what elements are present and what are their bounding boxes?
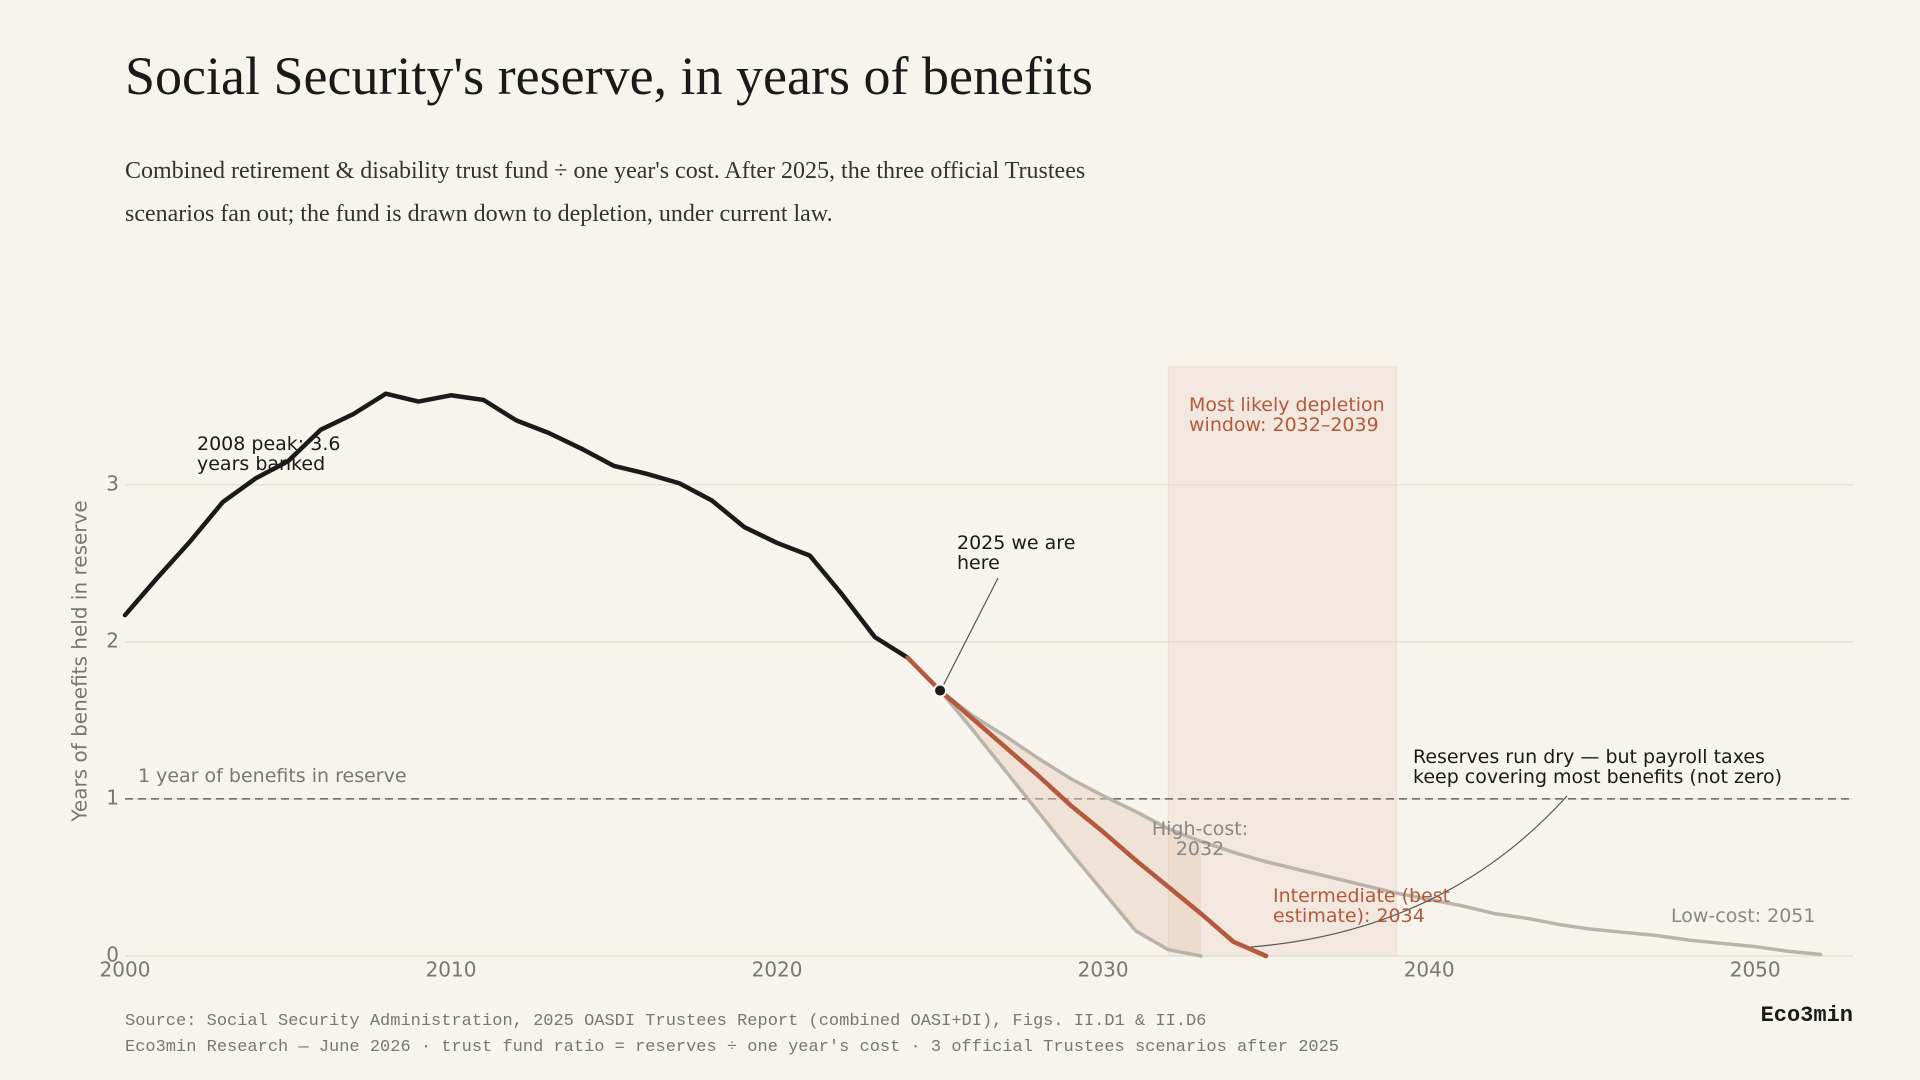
chart-subtitle: Combined retirement & disability trust f…	[125, 158, 1086, 227]
x-tick-label: 2020	[752, 958, 803, 982]
y-tick-label: 2	[106, 628, 119, 652]
y-tick-label: 1	[106, 785, 119, 809]
x-tick-label: 2050	[1730, 958, 1781, 982]
series-label: Intermediate (best estimate): 2034	[1273, 885, 1451, 927]
depletion-window	[1167, 366, 1398, 957]
source-note: Eco3min Research — June 2026 · trust fun…	[125, 1038, 1339, 1057]
annotation-leader	[942, 577, 999, 687]
y-axis-title: Years of benefits held in reserve	[68, 500, 92, 822]
reference-label: 1 year of benefits in reserve	[138, 764, 407, 787]
series-line	[938, 688, 1203, 958]
series-line	[905, 655, 1269, 959]
series-line	[938, 688, 1823, 957]
series-line	[122, 391, 910, 660]
source-note: Source: Social Security Administration, …	[125, 1012, 1207, 1031]
window-label: Most likely depletion window: 2032–2039	[1189, 394, 1385, 436]
x-tick-label: 2040	[1404, 958, 1455, 982]
scenario-fan	[940, 690, 1201, 956]
annotation: Reserves run dry — but payroll taxes kee…	[1413, 746, 1783, 788]
current-point	[933, 683, 948, 698]
annotation: 2008 peak: 3.6 years banked	[197, 433, 341, 475]
brand: Eco3min	[1760, 1003, 1853, 1028]
x-tick-label: 2010	[426, 958, 477, 982]
x-tick-label: 2030	[1078, 958, 1129, 982]
annotation: 2025 we are here	[957, 532, 1076, 574]
chart-title: Social Security's reserve, in years of b…	[125, 46, 1093, 106]
series-label: High-cost: 2032	[1151, 818, 1249, 860]
x-tick-label: 2000	[100, 958, 151, 982]
y-tick-label: 3	[106, 471, 119, 495]
annotation-leader	[1250, 795, 1568, 948]
y-tick-label: 0	[106, 943, 119, 967]
series-label: Low-cost: 2051	[1671, 905, 1816, 927]
